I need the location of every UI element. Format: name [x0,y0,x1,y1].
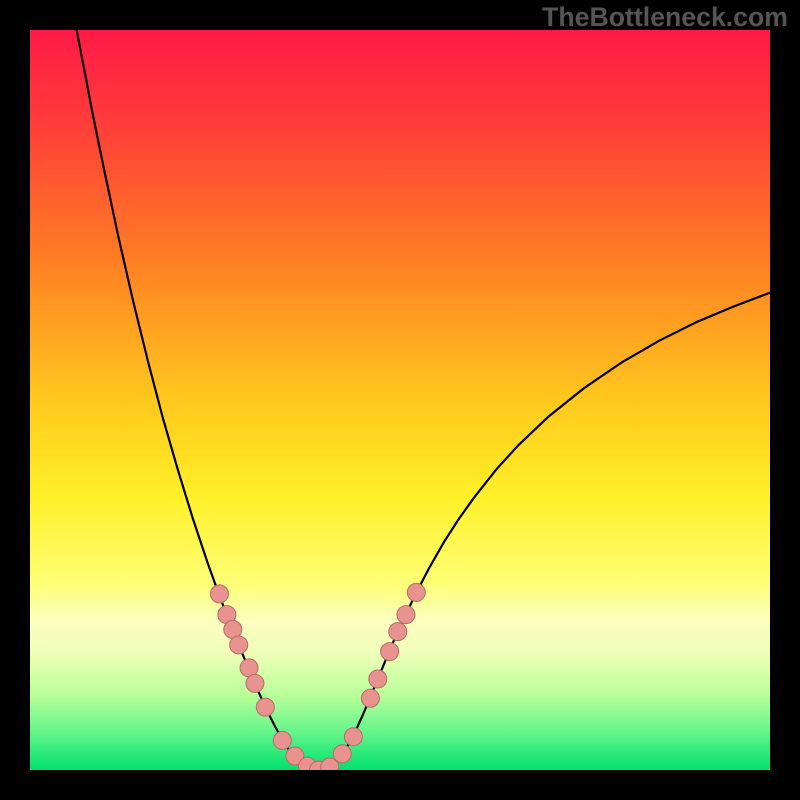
data-marker [230,636,248,654]
data-marker [256,698,274,716]
watermark-text: TheBottleneck.com [542,2,788,33]
chart-svg [30,30,770,770]
data-marker [273,731,291,749]
data-marker [407,583,425,601]
bottleneck-chart [30,30,770,770]
data-marker [381,643,399,661]
data-marker [397,606,415,624]
data-marker [344,728,362,746]
data-marker [210,585,228,603]
data-marker [361,689,379,707]
data-marker [369,670,387,688]
data-marker [246,674,264,692]
data-marker [333,745,351,763]
chart-background [30,30,770,770]
data-marker [389,623,407,641]
